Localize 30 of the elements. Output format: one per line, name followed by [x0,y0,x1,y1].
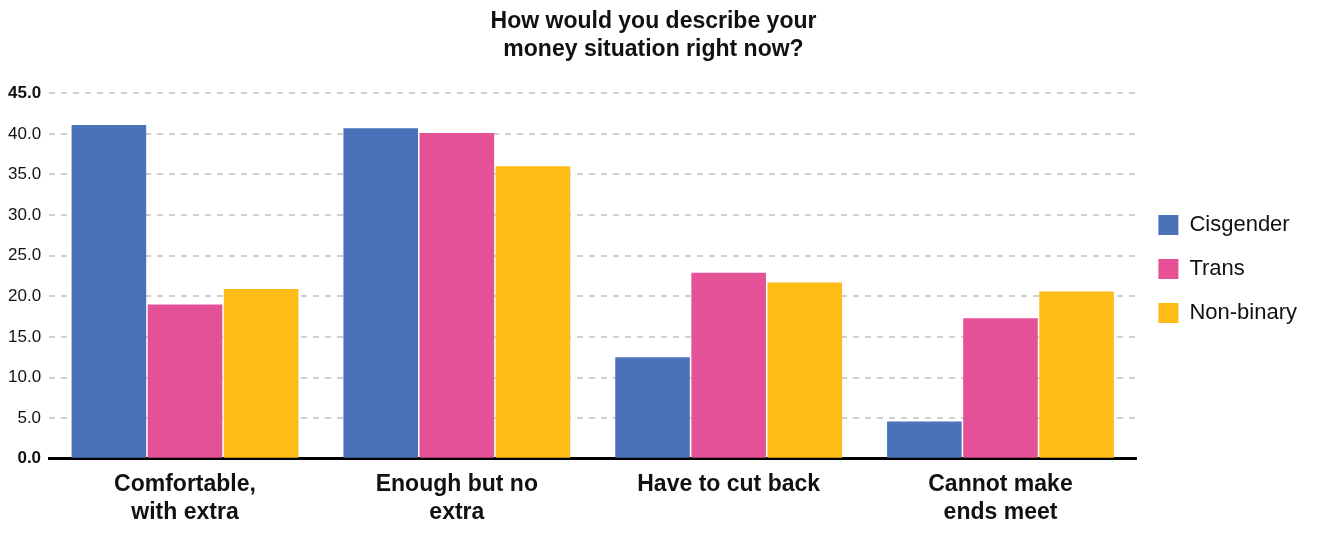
bar [419,133,495,458]
bar [963,318,1038,458]
y-tick-label: 10.0 [7,367,42,387]
bar [71,124,147,458]
x-tick-label: Cannot make ends meet [928,469,1073,524]
x-tick-label: Comfortable, with extra [114,469,256,524]
legend-label: Cisgender [1189,211,1290,237]
bar [1039,291,1114,458]
x-tick-label: Have to cut back [637,469,821,496]
chart-title: How would you describe your money situation right now? [490,7,817,61]
y-tick-label: 20.0 [7,286,42,305]
y-tick-label: 25.0 [7,245,42,265]
bar [887,421,962,458]
y-tick-label: 40.0 [7,123,42,143]
bar [495,166,571,458]
bar [223,289,299,458]
bar [343,128,419,458]
x-tick-label: Enough but no extra [375,469,538,524]
bar [767,282,843,458]
bar [147,304,223,458]
y-tick-label: 5.0 [17,407,42,427]
legend-label: Non-binary [1189,299,1297,325]
y-tick-label: 45.0 [7,82,42,102]
y-tick-label: 15.0 [7,326,42,346]
bar [691,272,766,458]
legend-label: Trans [1189,255,1245,281]
bar [615,357,690,458]
y-tick-label: 35.0 [7,164,42,184]
y-tick-label: 30.0 [7,204,42,224]
y-tick-label: 0.0 [17,448,42,468]
